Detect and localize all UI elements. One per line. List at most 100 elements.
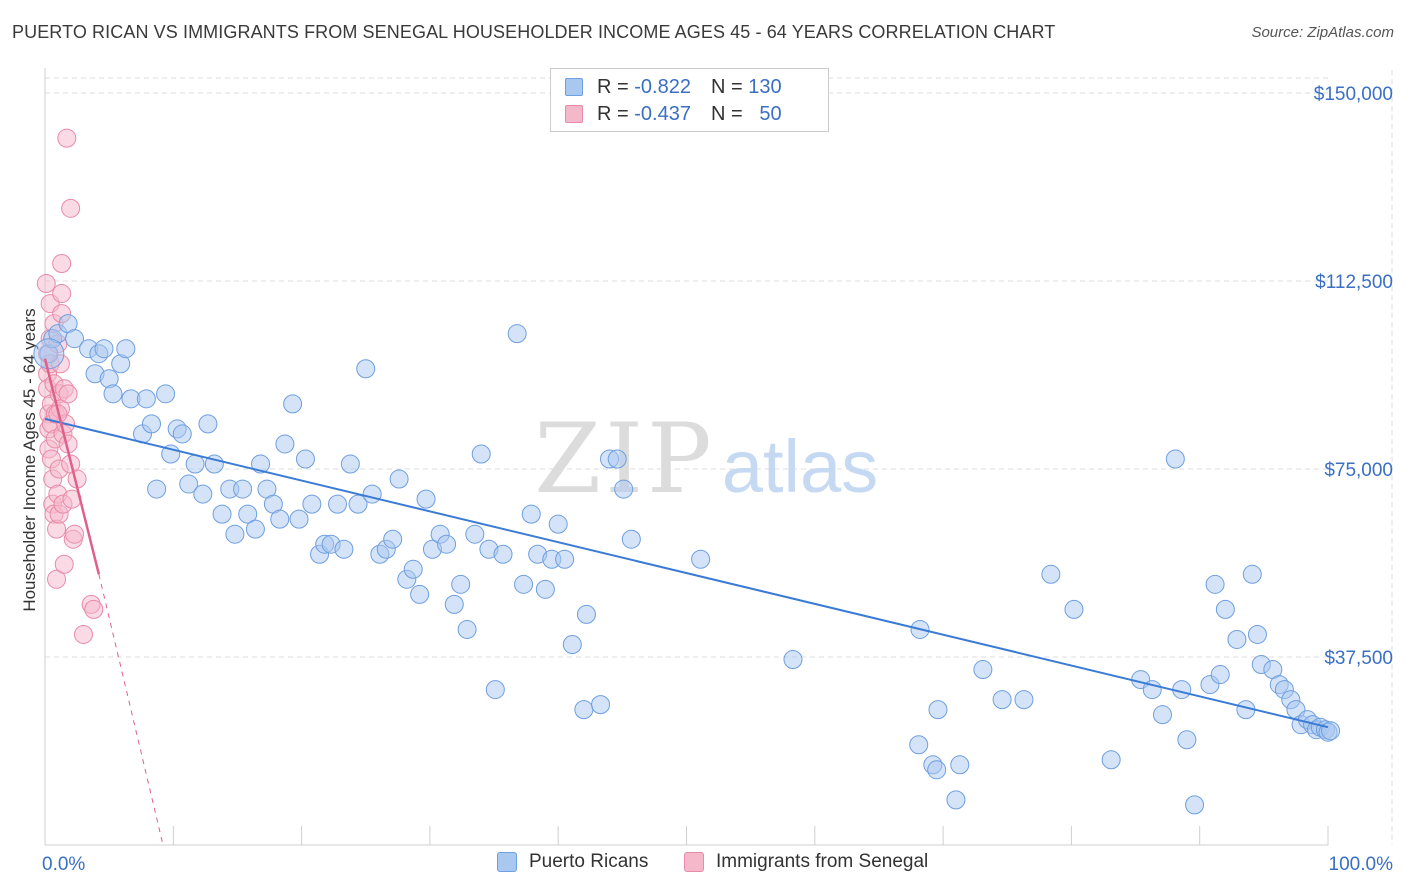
puerto-rican-point: [185, 454, 205, 474]
legend-n-label: N =: [710, 102, 743, 125]
puerto-rican-point: [783, 650, 803, 670]
legend-r-label: R =: [597, 75, 629, 98]
correlation-legend: R = -0.822 N = 130 R = -0.437 N = 50: [550, 68, 829, 132]
puerto-rican-point: [198, 414, 218, 434]
watermark: ZIP atlas: [534, 403, 878, 515]
puerto-rican-point: [514, 574, 534, 594]
puerto-rican-point: [179, 474, 199, 494]
senegal-point: [58, 384, 78, 404]
puerto-rican-point: [1152, 705, 1172, 725]
puerto-rican-point: [973, 660, 993, 680]
puerto-rican-point: [212, 504, 232, 524]
puerto-rican-point: [465, 524, 485, 544]
legend-swatch-blue: [497, 852, 517, 872]
puerto-rican-point: [444, 594, 464, 614]
puerto-rican-point: [362, 484, 382, 504]
series-legend: Puerto Ricans Immigrants from Senegal: [0, 851, 1406, 879]
puerto-rican-point: [275, 434, 295, 454]
legend-item-senegal[interactable]: Immigrants from Senegal: [684, 851, 928, 873]
puerto-rican-point: [233, 479, 253, 499]
puerto-rican-point: [591, 695, 611, 715]
puerto-rican-point: [283, 394, 303, 414]
senegal-points: [36, 128, 104, 644]
puerto-rican-point: [1014, 690, 1034, 710]
puerto-rican-point: [103, 384, 123, 404]
puerto-rican-point: [576, 604, 596, 624]
senegal-point: [65, 524, 85, 544]
puerto-rican-point: [535, 579, 555, 599]
puerto-rican-point: [451, 574, 471, 594]
puerto-rican-point: [950, 755, 970, 775]
puerto-rican-point: [928, 700, 948, 720]
legend-swatch-pink: [565, 105, 583, 123]
puerto-rican-point: [607, 449, 627, 469]
y-tick-label: $112,500: [1315, 272, 1393, 293]
y-tick-label: $37,500: [1324, 648, 1393, 669]
puerto-rican-point: [1321, 721, 1341, 741]
puerto-rican-point: [295, 449, 315, 469]
legend-item-puerto-ricans[interactable]: Puerto Ricans: [497, 851, 648, 873]
puerto-rican-point: [909, 735, 929, 755]
puerto-rican-point: [334, 539, 354, 559]
legend-r-value: -0.822: [634, 75, 691, 98]
puerto-rican-point: [1205, 574, 1225, 594]
puerto-rican-point: [562, 634, 582, 654]
puerto-rican-point: [172, 424, 192, 444]
legend-item-label: Immigrants from Senegal: [716, 851, 929, 872]
senegal-point: [57, 128, 77, 148]
puerto-rican-point-large: [33, 338, 65, 370]
legend-swatch-blue: [565, 78, 583, 96]
legend-r-value: -0.437: [634, 102, 691, 125]
puerto-rican-point: [251, 454, 271, 474]
puerto-rican-point: [302, 494, 322, 514]
puerto-rican-point: [1215, 599, 1235, 619]
puerto-rican-point: [147, 479, 167, 499]
puerto-rican-point: [340, 454, 360, 474]
legend-n-value: 130: [748, 75, 782, 98]
senegal-point: [52, 253, 72, 273]
puerto-rican-point: [946, 790, 966, 810]
puerto-rican-point: [614, 479, 634, 499]
puerto-rican-point: [289, 509, 309, 529]
puerto-rican-point: [1165, 449, 1185, 469]
gridlines: [45, 70, 1393, 845]
senegal-point: [54, 554, 74, 574]
puerto-rican-point: [245, 519, 265, 539]
legend-swatch-pink: [684, 852, 704, 872]
x-tick-label-min: 0.0%: [42, 854, 85, 875]
puerto-rican-point: [1242, 564, 1262, 584]
puerto-rican-point: [238, 504, 258, 524]
senegal-trend-line: [43, 358, 101, 575]
puerto-rican-point: [136, 389, 156, 409]
puerto-rican-point: [437, 534, 457, 554]
trend-lines: [43, 358, 1329, 846]
legend-item-label: Puerto Ricans: [529, 851, 649, 872]
legend-row-senegal: R = -0.437 N = 50: [565, 103, 782, 125]
senegal-point: [84, 599, 104, 619]
legend-n-label: N =: [710, 75, 743, 98]
source-credit: Source: ZipAtlas.com: [1251, 24, 1394, 41]
puerto-rican-points: [33, 314, 1341, 815]
puerto-rican-point: [471, 444, 491, 464]
puerto-rican-point: [691, 549, 711, 569]
x-tick-label-max: 100.0%: [1329, 854, 1394, 875]
puerto-rican-point: [225, 524, 245, 544]
puerto-rican-point: [416, 489, 436, 509]
puerto-rican-point: [193, 484, 213, 504]
puerto-rican-point: [1185, 795, 1205, 815]
puerto-rican-trend-line: [44, 417, 1329, 729]
puerto-rican-point: [521, 504, 541, 524]
puerto-rican-point: [403, 559, 423, 579]
puerto-rican-point: [410, 584, 430, 604]
puerto-rican-point: [328, 494, 348, 514]
puerto-rican-point: [927, 760, 947, 780]
watermark-atlas: atlas: [722, 425, 878, 508]
puerto-rican-point: [1041, 564, 1061, 584]
puerto-rican-point: [141, 414, 161, 434]
puerto-rican-point: [94, 339, 114, 359]
puerto-rican-point: [270, 509, 290, 529]
puerto-rican-point: [116, 339, 136, 359]
legend-r-label: R =: [597, 102, 629, 125]
puerto-rican-point: [356, 359, 376, 379]
